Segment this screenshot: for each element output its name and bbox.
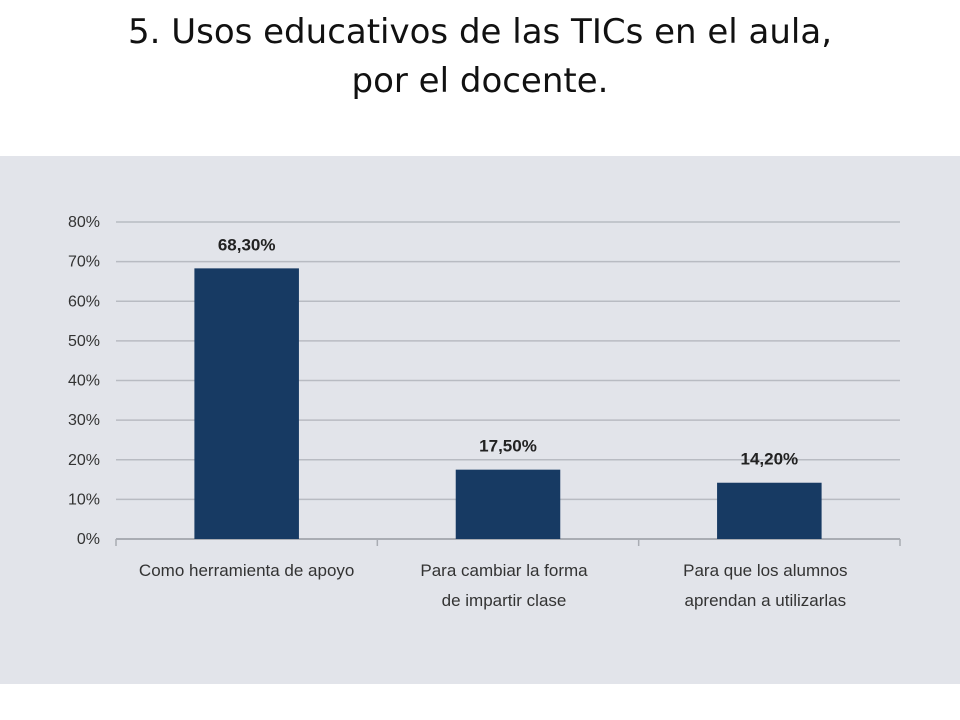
y-tick-label: 10%: [68, 491, 100, 508]
y-tick-label: 30%: [68, 412, 100, 429]
bar-chart: 0% 10% 20% 30% 40% 50% 60% 70% 80% 68,30% Como her…: [68, 214, 901, 610]
bar: [194, 268, 299, 539]
x-category-label: Como herramienta de apoyo: [139, 561, 354, 580]
x-category-label: Para cambiar la forma: [420, 561, 588, 580]
x-category-label: de impartir clase: [442, 591, 567, 610]
y-tick-label: 60%: [68, 293, 100, 310]
bar: [717, 482, 822, 539]
y-tick-label: 50%: [68, 333, 100, 350]
data-label: 14,20%: [740, 450, 798, 469]
y-tick-label: 0%: [77, 531, 100, 548]
chart-panel: 0% 10% 20% 30% 40% 50% 60% 70% 80% 68,30% Como her…: [0, 156, 960, 684]
y-tick-label: 20%: [68, 452, 100, 469]
title-line-2: por el docente.: [351, 61, 609, 101]
bar: [455, 469, 561, 539]
x-category-label: Para que los alumnos: [683, 561, 847, 580]
data-label: 17,50%: [479, 437, 537, 456]
y-tick-label: 80%: [68, 214, 100, 231]
data-label: 68,30%: [218, 235, 276, 254]
title-line-1: 5. Usos educativos de las TICs en el aul…: [127, 12, 833, 52]
y-tick-label: 40%: [68, 373, 100, 390]
y-tick-label: 70%: [68, 254, 100, 271]
x-category-label: aprendan a utilizarlas: [685, 591, 847, 610]
slide-title: 5. Usos educativos de las TICs en el aul…: [40, 8, 920, 106]
